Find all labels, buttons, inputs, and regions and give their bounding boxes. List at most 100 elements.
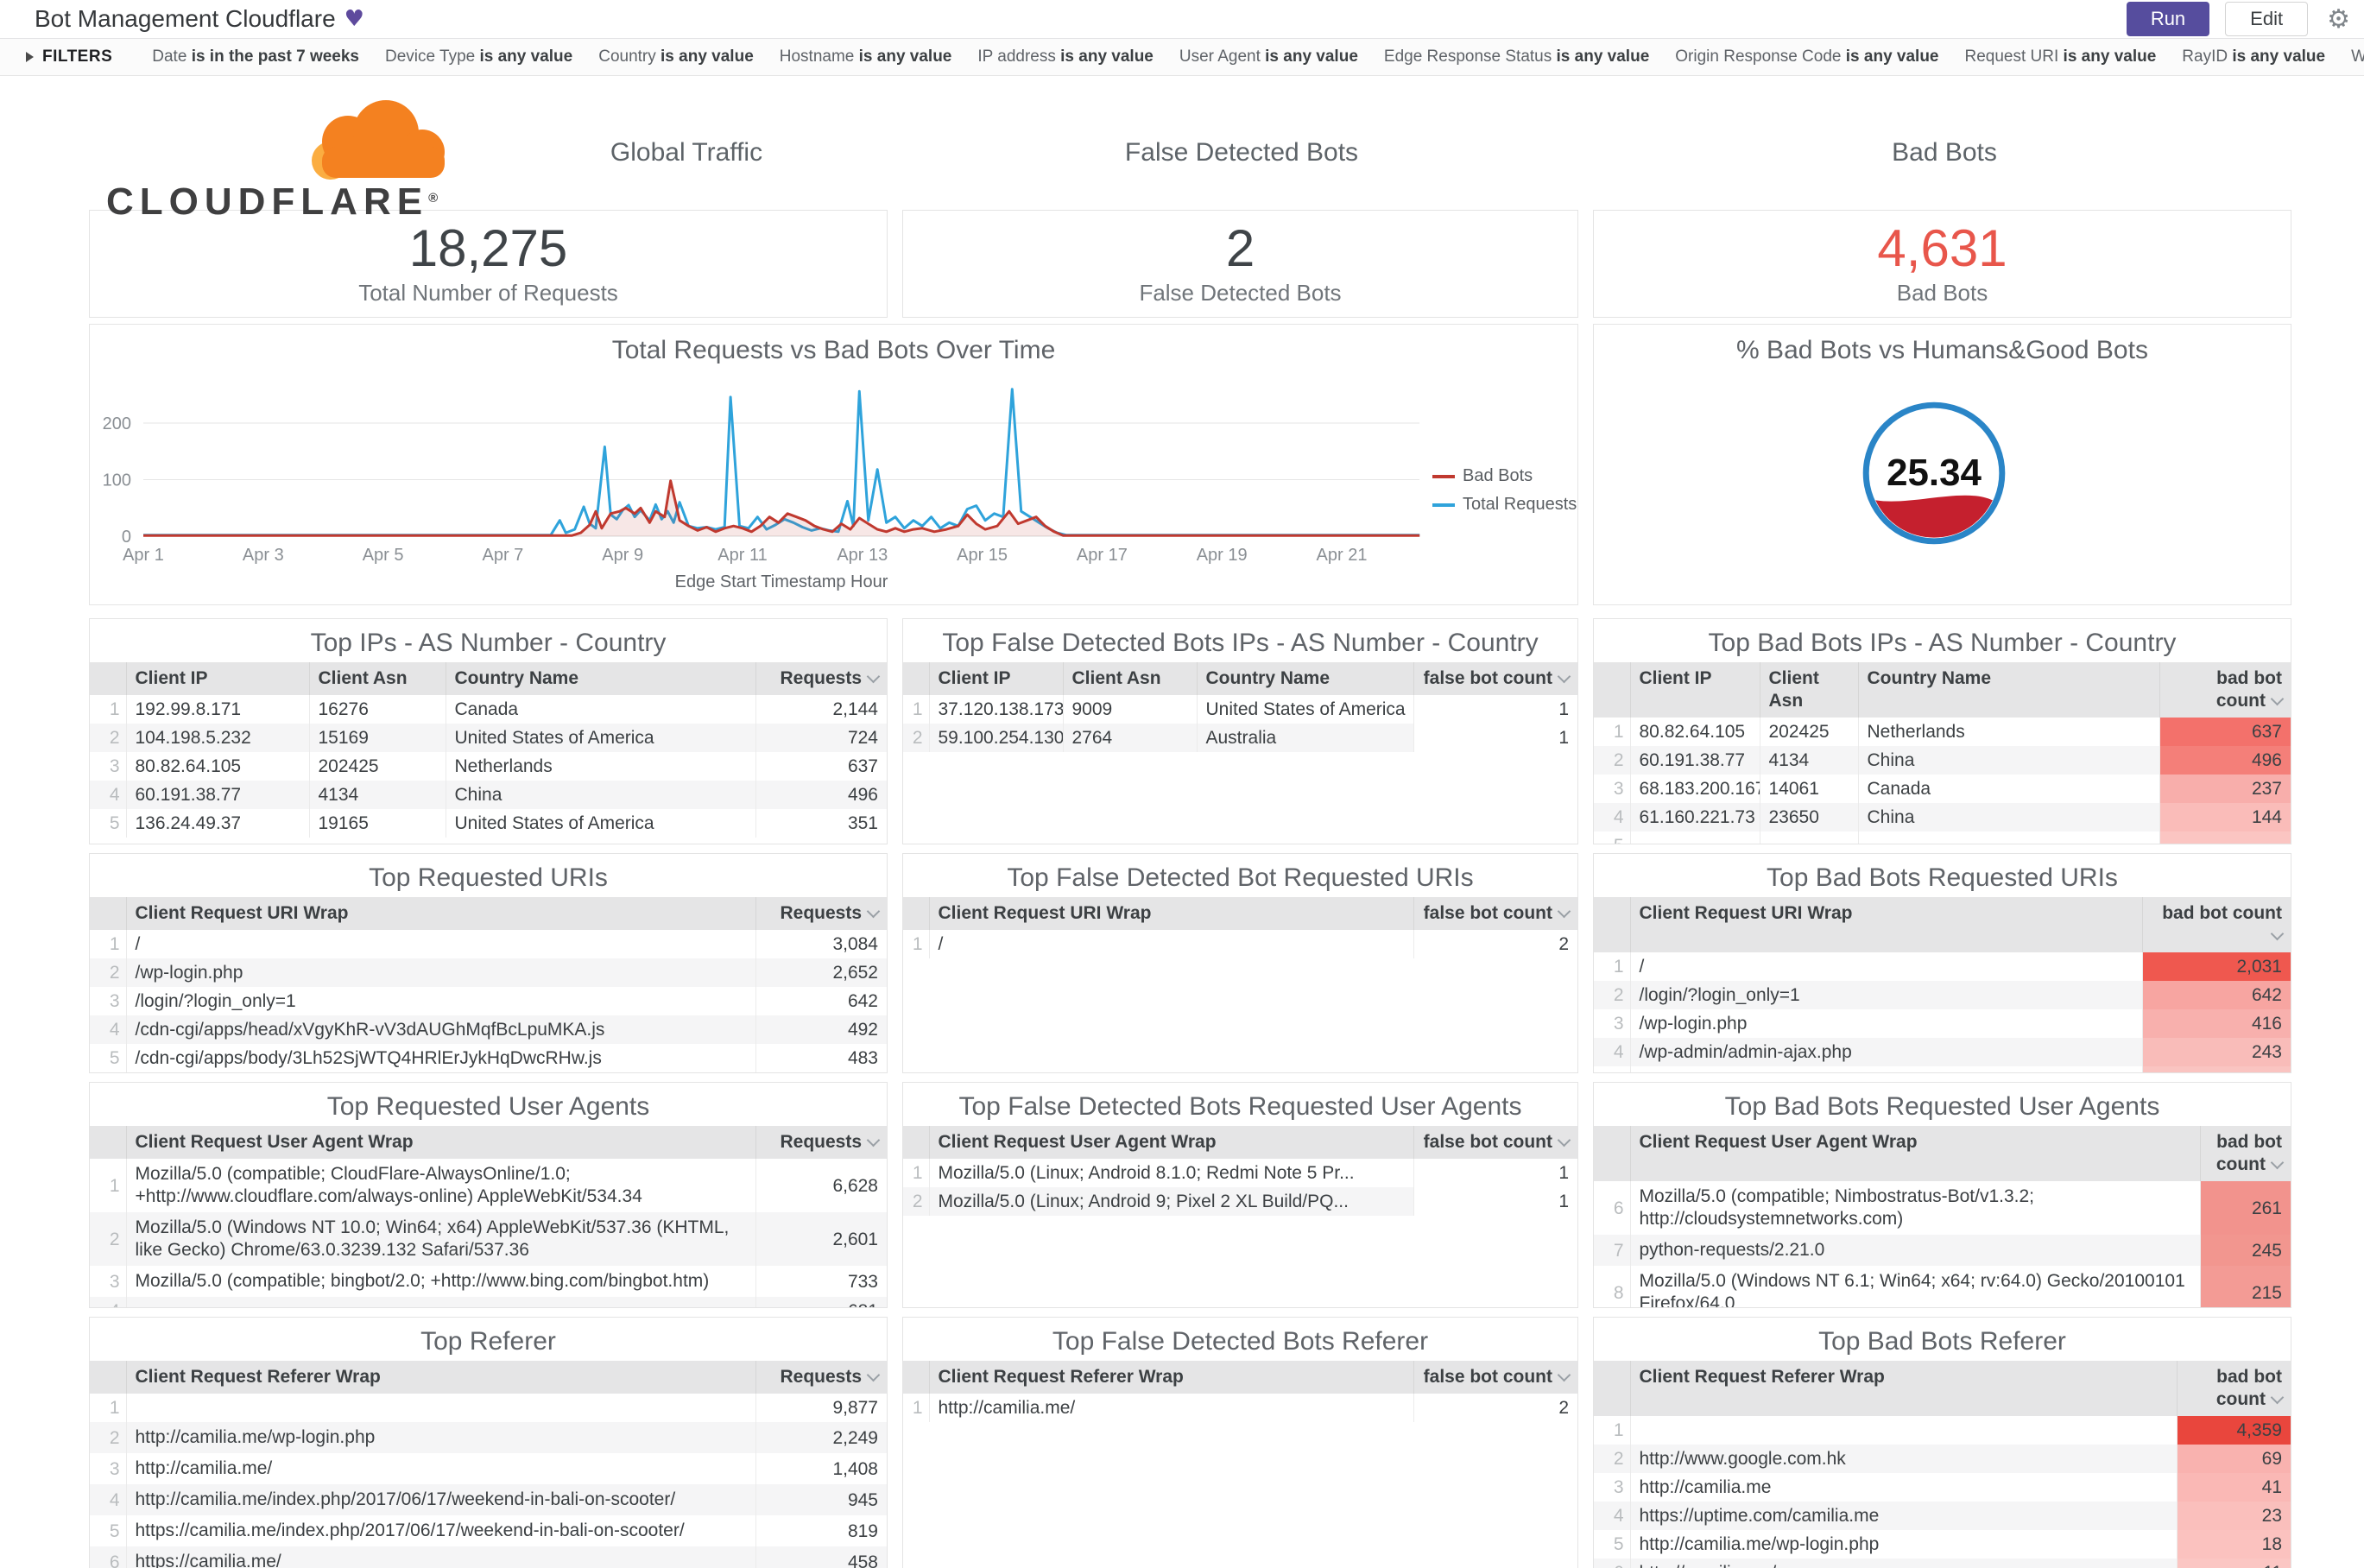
- column-header[interactable]: Client Request URI Wrap: [928, 897, 1413, 930]
- column-header[interactable]: Requests: [755, 1361, 887, 1394]
- table-cell[interactable]: United States of America: [445, 724, 755, 752]
- column-header[interactable]: Requests: [755, 662, 887, 695]
- count-cell[interactable]: 6,628: [755, 1159, 887, 1212]
- count-cell[interactable]: 41: [2176, 1473, 2291, 1502]
- column-header[interactable]: Client Request User Agent Wrap: [928, 1126, 1413, 1159]
- table-cell[interactable]: 15169: [308, 724, 446, 752]
- table-cell[interactable]: Mozilla/5.0 (Windows NT 6.1; Win64; x64;…: [1629, 1266, 2200, 1307]
- table-cell[interactable]: Australia: [1196, 724, 1413, 752]
- filters-label[interactable]: FILTERS: [42, 47, 113, 66]
- column-header[interactable]: Client Request User Agent Wrap: [125, 1126, 755, 1159]
- count-cell[interactable]: 215: [2199, 1266, 2291, 1307]
- count-cell[interactable]: 124: [2141, 1066, 2291, 1072]
- table-cell[interactable]: http://camilia.me/wp-login.php: [125, 1422, 755, 1453]
- table-cell[interactable]: [1629, 831, 1760, 844]
- count-cell[interactable]: 18: [2176, 1530, 2291, 1559]
- count-cell[interactable]: 416: [2141, 1009, 2291, 1038]
- count-cell[interactable]: 351: [755, 809, 887, 838]
- count-cell[interactable]: 243: [2141, 1038, 2291, 1066]
- count-cell[interactable]: 1: [1413, 1187, 1577, 1216]
- column-header[interactable]: false bot count: [1413, 897, 1577, 930]
- table-cell[interactable]: /: [928, 930, 1413, 958]
- count-cell[interactable]: 637: [755, 752, 887, 781]
- column-header[interactable]: bad bot count: [2199, 1126, 2291, 1181]
- count-cell[interactable]: 1: [1413, 1159, 1577, 1187]
- column-header[interactable]: Requests: [755, 1126, 887, 1159]
- table-cell[interactable]: 4134: [308, 781, 446, 809]
- gear-icon[interactable]: ⚙: [2327, 3, 2350, 35]
- table-cell[interactable]: 68.183.200.167: [1629, 775, 1760, 803]
- table-cell[interactable]: United States of America: [1196, 695, 1413, 724]
- table-cell[interactable]: China: [445, 781, 755, 809]
- table-cell[interactable]: 104.198.5.232: [125, 724, 309, 752]
- table-cell[interactable]: /: [1629, 952, 2142, 981]
- table-cell[interactable]: [1759, 831, 1858, 844]
- column-header[interactable]: false bot count: [1413, 662, 1577, 695]
- table-cell[interactable]: [125, 1394, 755, 1422]
- count-cell[interactable]: 496: [755, 781, 887, 809]
- table-cell[interactable]: [1629, 1416, 2177, 1445]
- table-cell[interactable]: http://camilia.me: [1629, 1473, 2177, 1502]
- table-cell[interactable]: China: [1857, 746, 2159, 775]
- count-cell[interactable]: 733: [755, 1266, 887, 1297]
- table-cell[interactable]: 192.99.8.171: [125, 695, 309, 724]
- table-cell[interactable]: 16276: [308, 695, 446, 724]
- count-cell[interactable]: 724: [755, 724, 887, 752]
- count-cell[interactable]: 681: [755, 1297, 887, 1307]
- filter-chip[interactable]: Date is in the past 7 weeks: [152, 47, 359, 66]
- count-cell[interactable]: 2,144: [755, 695, 887, 724]
- table-cell[interactable]: Netherlands: [1857, 718, 2159, 746]
- table-cell[interactable]: https://camilia.me/index.php/2017/06/17/…: [125, 1515, 755, 1546]
- table-cell[interactable]: 202425: [1759, 718, 1858, 746]
- column-header[interactable]: bad bot count: [2141, 897, 2291, 952]
- filter-chip[interactable]: Hostname is any value: [780, 47, 952, 66]
- table-cell[interactable]: http://camilia.me/index.php/2017/06/17/w…: [125, 1484, 755, 1515]
- count-cell[interactable]: 496: [2159, 746, 2291, 775]
- table-cell[interactable]: 37.120.138.173: [928, 695, 1063, 724]
- column-header[interactable]: Client Request User Agent Wrap: [1629, 1126, 2200, 1181]
- table-cell[interactable]: https://uptime.com/camilia.me: [1629, 1502, 2177, 1530]
- count-cell[interactable]: 819: [755, 1515, 887, 1546]
- table-cell[interactable]: 136.24.49.37: [125, 809, 309, 838]
- legend-item[interactable]: Bad Bots: [1432, 466, 1577, 486]
- table-cell[interactable]: python-requests/2.21.0: [1629, 1235, 2200, 1266]
- table-cell[interactable]: /login/?login_only=1: [1629, 981, 2142, 1009]
- table-cell[interactable]: /wp-login.php: [1629, 1009, 2142, 1038]
- table-cell[interactable]: 59.100.254.130: [928, 724, 1063, 752]
- table-cell[interactable]: 19165: [308, 809, 446, 838]
- edit-button[interactable]: Edit: [2225, 2, 2309, 36]
- table-cell[interactable]: 80.82.64.105: [1629, 718, 1760, 746]
- count-cell[interactable]: 261: [2199, 1181, 2291, 1235]
- table-cell[interactable]: Mozilla/5.0 (Linux; Android 8.1.0; Redmi…: [928, 1159, 1413, 1187]
- filter-chip[interactable]: User Agent is any value: [1179, 47, 1358, 66]
- column-header[interactable]: Client Request Referer Wrap: [1629, 1361, 2177, 1416]
- table-cell[interactable]: /xmlrpc.php: [1629, 1066, 2142, 1072]
- table-cell[interactable]: http://camilia.me/: [1629, 1559, 2177, 1568]
- table-cell[interactable]: [125, 1297, 755, 1307]
- count-cell[interactable]: 492: [755, 1015, 887, 1044]
- table-cell[interactable]: http://camilia.me/: [125, 1453, 755, 1484]
- table-cell[interactable]: Mozilla/5.0 (compatible; bingbot/2.0; +h…: [125, 1266, 755, 1297]
- filters-expand-icon[interactable]: [26, 52, 34, 62]
- table-cell[interactable]: 60.191.38.77: [1629, 746, 1760, 775]
- table-cell[interactable]: Mozilla/5.0 (compatible; CloudFlare-Alwa…: [125, 1159, 755, 1212]
- column-header[interactable]: Client IP: [928, 662, 1063, 695]
- column-header[interactable]: Country Name: [1857, 662, 2159, 718]
- table-cell[interactable]: /cdn-cgi/apps/head/xVgyKhR-vV3dAUGhMqfBc…: [125, 1015, 755, 1044]
- column-header[interactable]: Country Name: [445, 662, 755, 695]
- table-cell[interactable]: /login/?login_only=1: [125, 987, 755, 1015]
- column-header[interactable]: Country Name: [1196, 662, 1413, 695]
- column-header[interactable]: false bot count: [1413, 1361, 1577, 1394]
- column-header[interactable]: Client Request Referer Wrap: [125, 1361, 755, 1394]
- column-header[interactable]: Client Request URI Wrap: [125, 897, 755, 930]
- count-cell[interactable]: 9,877: [755, 1394, 887, 1422]
- count-cell[interactable]: 2,652: [755, 958, 887, 987]
- table-cell[interactable]: /cdn-cgi/apps/body/3Lh52SjWTQ4HRlErJykHq…: [125, 1044, 755, 1072]
- column-header[interactable]: Client Asn: [1062, 662, 1197, 695]
- filter-chip[interactable]: Device Type is any value: [385, 47, 572, 66]
- count-cell[interactable]: 642: [2141, 981, 2291, 1009]
- column-header[interactable]: Client IP: [125, 662, 309, 695]
- table-cell[interactable]: 2764: [1062, 724, 1197, 752]
- column-header[interactable]: Client Asn: [1759, 662, 1858, 718]
- count-cell[interactable]: 945: [755, 1484, 887, 1515]
